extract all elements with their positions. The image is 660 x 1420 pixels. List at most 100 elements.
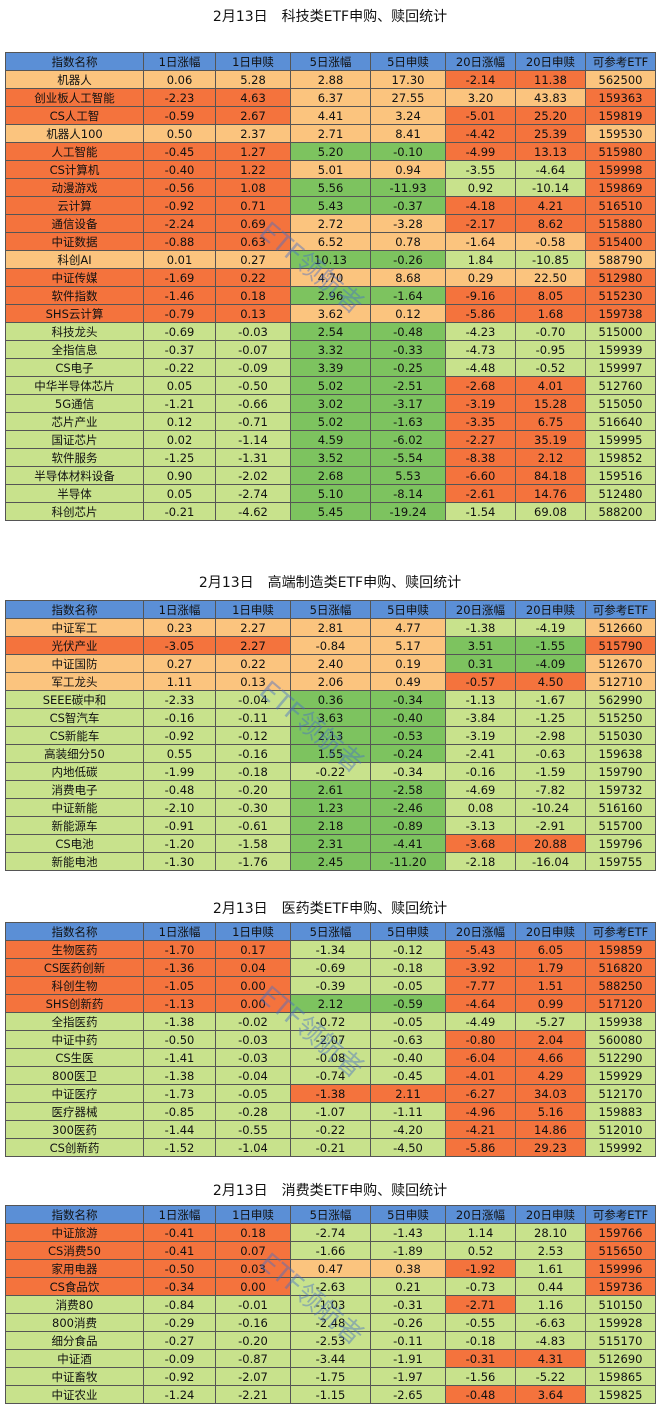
etf-code: 588200 bbox=[585, 502, 656, 521]
data-row: 软件服务 -1.25 -1.31 3.52 -5.54 -8.38 2.12 159852 bbox=[5, 448, 656, 467]
data-row: 半导体 0.05 -2.74 5.10 -8.14 -2.61 14.76 512480 bbox=[5, 484, 656, 503]
value-cell: -0.89 bbox=[370, 816, 446, 835]
value-cell: -16.04 bbox=[515, 852, 586, 871]
value-cell: -7.82 bbox=[515, 780, 586, 799]
header-cell: 20日涨幅 bbox=[445, 600, 516, 619]
index-name: 800消费 bbox=[5, 1313, 144, 1332]
value-cell: 8.05 bbox=[515, 286, 586, 305]
value-cell: -0.04 bbox=[215, 1066, 291, 1085]
value-cell: -3.28 bbox=[370, 214, 446, 233]
index-name: 800医卫 bbox=[5, 1066, 144, 1085]
value-cell: -1.24 bbox=[143, 1385, 216, 1404]
index-name: 半导体 bbox=[5, 484, 144, 503]
value-cell: 8.68 bbox=[370, 268, 446, 287]
data-row: 新能电池 -1.30 -1.76 2.45 -11.20 -2.18 -16.04 15975… bbox=[5, 852, 656, 871]
value-cell: -0.31 bbox=[370, 1295, 446, 1314]
index-name: 科创芯片 bbox=[5, 502, 144, 521]
etf-code: 562990 bbox=[585, 690, 656, 709]
value-cell: -0.37 bbox=[370, 196, 446, 215]
etf-code: 159992 bbox=[585, 1138, 656, 1157]
index-name: 中证中药 bbox=[5, 1030, 144, 1049]
value-cell: 13.13 bbox=[515, 142, 586, 161]
value-cell: 0.38 bbox=[370, 1259, 446, 1278]
value-cell: -1.64 bbox=[445, 232, 516, 251]
etf-code: 515980 bbox=[585, 142, 656, 161]
etf-code: 515650 bbox=[585, 1241, 656, 1260]
index-name: 300医药 bbox=[5, 1120, 144, 1139]
etf-code: 515000 bbox=[585, 322, 656, 341]
value-cell: -1.03 bbox=[290, 1295, 371, 1314]
value-cell: 0.44 bbox=[515, 1277, 586, 1296]
value-cell: 28.10 bbox=[515, 1223, 586, 1242]
value-cell: -0.87 bbox=[215, 1349, 291, 1368]
value-cell: 6.37 bbox=[290, 88, 371, 107]
value-cell: -5.01 bbox=[445, 106, 516, 125]
value-cell: 8.62 bbox=[515, 214, 586, 233]
value-cell: 69.08 bbox=[515, 502, 586, 521]
value-cell: 1.08 bbox=[215, 178, 291, 197]
value-cell: 1.14 bbox=[445, 1223, 516, 1242]
etf-code: 512760 bbox=[585, 376, 656, 395]
value-cell: 0.18 bbox=[215, 286, 291, 305]
value-cell: 29.23 bbox=[515, 1138, 586, 1157]
value-cell: -2.18 bbox=[445, 852, 516, 871]
etf-code: 588790 bbox=[585, 250, 656, 269]
value-cell: -0.34 bbox=[143, 1277, 216, 1296]
index-name: 光伏产业 bbox=[5, 636, 144, 655]
etf-code: 159736 bbox=[585, 1277, 656, 1296]
value-cell: 3.51 bbox=[445, 636, 516, 655]
value-cell: -0.56 bbox=[143, 178, 216, 197]
value-cell: 1.27 bbox=[215, 142, 291, 161]
value-cell: -1.76 bbox=[215, 852, 291, 871]
value-cell: -2.74 bbox=[215, 484, 291, 503]
value-cell: 34.03 bbox=[515, 1084, 586, 1103]
value-cell: 0.31 bbox=[445, 654, 516, 673]
value-cell: -1.34 bbox=[290, 940, 371, 959]
etf-code: 159738 bbox=[585, 304, 656, 323]
value-cell: -2.33 bbox=[143, 690, 216, 709]
index-name: 中证传媒 bbox=[5, 268, 144, 287]
data-row: 科创生物 -1.05 0.00 -0.39 -0.05 -7.77 1.51 588250 bbox=[5, 976, 656, 995]
value-cell: -1.38 bbox=[143, 1066, 216, 1085]
value-cell: -2.27 bbox=[445, 430, 516, 449]
index-name: 软件服务 bbox=[5, 448, 144, 467]
value-cell: -2.91 bbox=[515, 816, 586, 835]
value-cell: 5.53 bbox=[370, 466, 446, 485]
value-cell: -0.59 bbox=[143, 106, 216, 125]
value-cell: -4.48 bbox=[445, 358, 516, 377]
etf-code: 159363 bbox=[585, 88, 656, 107]
data-row: 中证传媒 -1.69 0.22 4.70 8.68 0.29 22.50 512980 bbox=[5, 268, 656, 287]
value-cell: -1.63 bbox=[370, 412, 446, 431]
value-cell: -4.23 bbox=[445, 322, 516, 341]
value-cell: -0.74 bbox=[290, 1066, 371, 1085]
value-cell: -0.25 bbox=[370, 358, 446, 377]
value-cell: -0.10 bbox=[370, 142, 446, 161]
value-cell: -2.17 bbox=[445, 214, 516, 233]
value-cell: -1.56 bbox=[445, 1367, 516, 1386]
value-cell: -5.22 bbox=[515, 1367, 586, 1386]
value-cell: 0.12 bbox=[370, 304, 446, 323]
value-cell: 1.51 bbox=[515, 976, 586, 995]
data-row: CS计算机 -0.40 1.22 5.01 0.94 -3.55 -4.64 159998 bbox=[5, 160, 656, 179]
header-cell: 5日申赎 bbox=[370, 52, 446, 71]
value-cell: -1.52 bbox=[143, 1138, 216, 1157]
value-cell: 2.27 bbox=[215, 618, 291, 637]
value-cell: -4.83 bbox=[515, 1331, 586, 1350]
header-row: 指数名称 1日涨幅 1日申赎 5日涨幅 5日申赎 20日涨幅 20日申赎 可参考ETF bbox=[5, 52, 656, 71]
etf-code: 560080 bbox=[585, 1030, 656, 1049]
header-cell: 1日申赎 bbox=[215, 922, 291, 941]
value-cell: -4.09 bbox=[515, 654, 586, 673]
data-row: 创业板人工智能 -2.23 4.63 6.37 27.55 3.20 43.83 159363 bbox=[5, 88, 656, 107]
value-cell: -10.85 bbox=[515, 250, 586, 269]
data-row: 科创芯片 -0.21 -4.62 5.45 -19.24 -1.54 69.08 588200 bbox=[5, 502, 656, 521]
value-cell: -0.01 bbox=[215, 1295, 291, 1314]
index-name: CS消费50 bbox=[5, 1241, 144, 1260]
value-cell: -2.48 bbox=[290, 1313, 371, 1332]
index-name: 创业板人工智能 bbox=[5, 88, 144, 107]
value-cell: 1.16 bbox=[515, 1295, 586, 1314]
value-cell: 2.06 bbox=[290, 672, 371, 691]
value-cell: -3.68 bbox=[445, 834, 516, 853]
value-cell: -2.02 bbox=[215, 466, 291, 485]
data-row: SHS云计算 -0.79 0.13 3.62 0.12 -5.86 1.68 159738 bbox=[5, 304, 656, 323]
value-cell: 5.01 bbox=[290, 160, 371, 179]
